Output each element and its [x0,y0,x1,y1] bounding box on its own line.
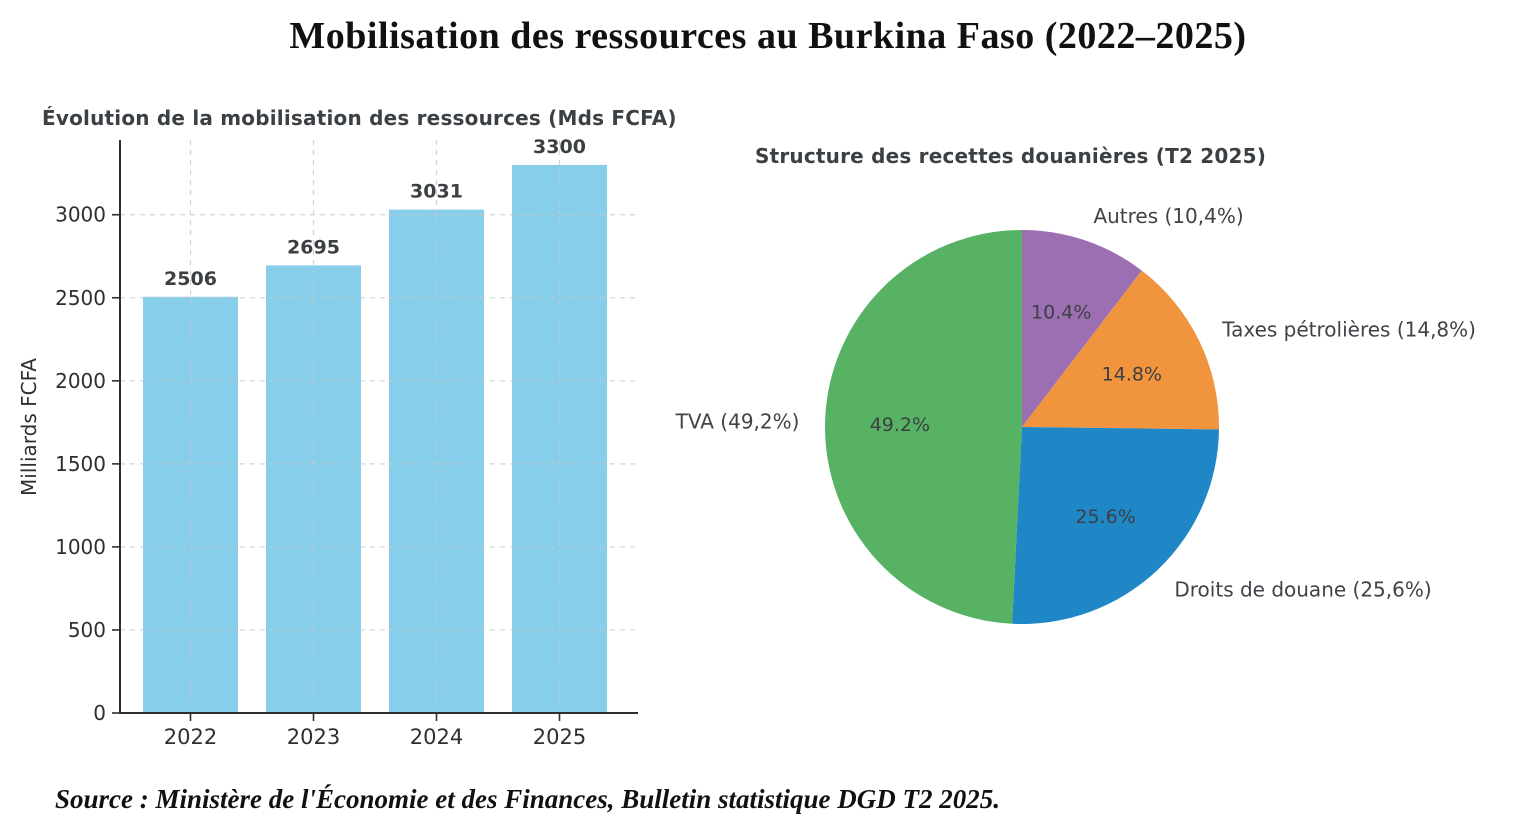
y-tick-label: 1500 [55,452,106,476]
y-tick-label: 2500 [55,286,106,310]
bar-value-label: 2506 [164,268,217,290]
pie-slice-label: Droits de douane (25,6%) [1174,577,1431,601]
pie-slice-label: Autres (10,4%) [1093,204,1243,228]
pie-slice-autres [1022,230,1142,427]
pie-slice-label: TVA (49,2%) [675,409,800,433]
y-tick-label: 500 [68,618,106,642]
x-tick-label: 2024 [410,725,463,749]
pie-slice-taxes [1022,270,1219,430]
pie-slice-droits [1012,427,1219,624]
y-tick-label: 0 [93,701,106,725]
x-tick-label: 2022 [164,725,217,749]
figure-title: Mobilisation des ressources au Burkina F… [289,15,1247,57]
pie-pct-label: 14.8% [1102,364,1162,386]
x-tick-label: 2023 [287,725,340,749]
y-tick-label: 3000 [55,203,106,227]
pie-pct-label: 49.2% [870,414,930,436]
y-axis-label: Milliards FCFA [17,358,41,496]
bar-value-label: 3300 [533,136,586,158]
y-tick-label: 1000 [55,535,106,559]
pie-chart-title: Structure des recettes douanières (T2 20… [755,144,1267,168]
pie-slice-tva [825,230,1022,624]
bar-value-label: 2695 [287,236,340,258]
y-tick-label: 2000 [55,369,106,393]
pie-pct-label: 10.4% [1031,301,1091,323]
bar-chart-title: Évolution de la mobilisation des ressour… [42,106,677,130]
source-note: Source : Ministère de l'Économie et des … [55,784,1001,814]
bar-value-label: 3031 [410,181,463,203]
pie-pct-label: 25.6% [1075,506,1135,528]
x-tick-label: 2025 [533,725,586,749]
pie-slice-label: Taxes pétrolières (14,8%) [1221,318,1476,342]
bar-2023 [266,265,361,713]
